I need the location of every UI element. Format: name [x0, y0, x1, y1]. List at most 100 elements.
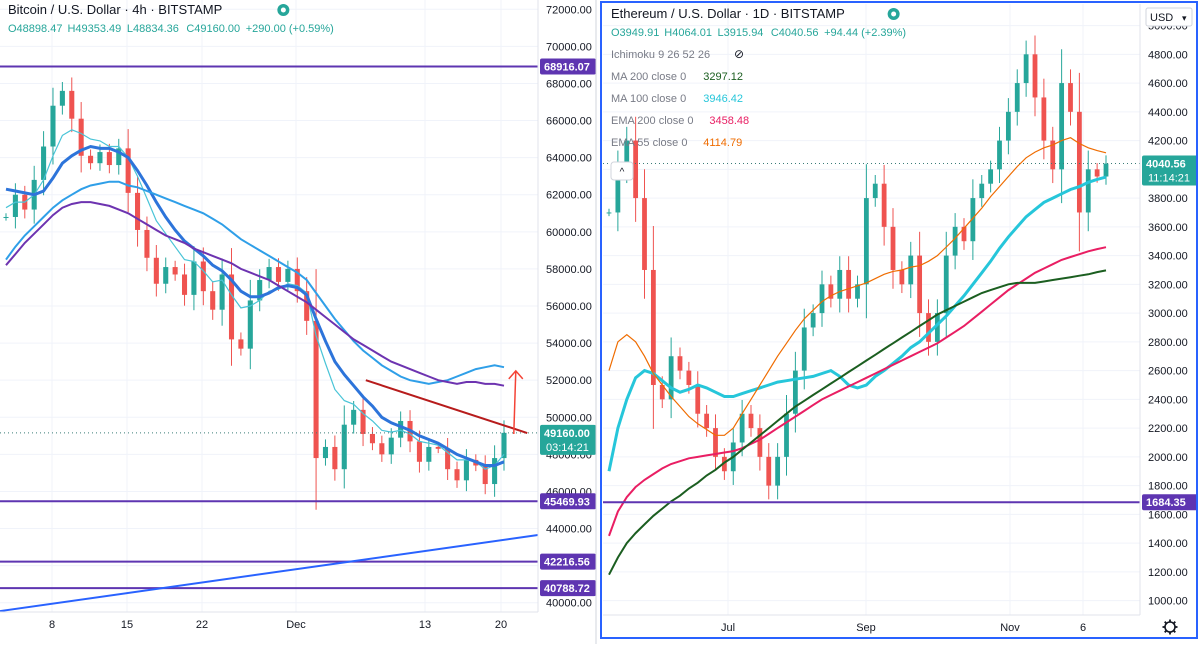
eth-chevron-down-icon: ▾: [1182, 13, 1187, 23]
btc-y-tick-label: 44000.00: [546, 524, 592, 536]
eth-indicator-label: MA 200 close 0: [611, 71, 686, 83]
btc-candle-body: [153, 257, 159, 284]
eth-candle-body: [988, 169, 994, 184]
eth-candle-body: [784, 413, 789, 457]
eth-candle-body: [642, 198, 647, 270]
btc-breakout-arrow-shaft: [513, 370, 517, 434]
btc-ohlc-open: O48898.47: [8, 23, 62, 35]
btc-last-price-value: 49160.00: [544, 428, 590, 440]
gear-tooth: [1164, 621, 1168, 625]
eth-candle-body: [792, 370, 798, 414]
btc-x-tick-label: 22: [196, 619, 208, 631]
btc-candle-body: [3, 216, 9, 218]
eth-y-tick-label: 3800.00: [1148, 193, 1188, 205]
eth-level-badge: [1142, 494, 1198, 511]
eth-moving-average-line-2: [608, 246, 1107, 537]
eth-chevron-up-icon: ^: [620, 167, 625, 178]
eth-candle-body: [677, 356, 683, 371]
btc-candle-body: [200, 261, 206, 292]
eth-candle-body: [863, 198, 869, 285]
btc-candle-body: [492, 458, 498, 485]
eth-ohlc-high: H4064.01: [664, 27, 712, 39]
btc-candle-body: [332, 446, 338, 470]
btc-candle-body: [435, 446, 441, 449]
eth-candle-body: [926, 313, 931, 342]
btc-candle-body: [50, 105, 56, 147]
btc-ohlc-high: H49353.49: [67, 23, 121, 35]
btc-x-tick-label: 15: [121, 619, 133, 631]
btc-y-tick-label: 40000.00: [546, 598, 592, 610]
active-pane-border: [600, 1, 1198, 639]
eth-last-price-badge: [1142, 155, 1198, 186]
eth-y-tick-label: 2200.00: [1148, 423, 1188, 435]
eth-candle-body: [633, 140, 639, 199]
eth-y-tick-label: 1000.00: [1148, 596, 1188, 608]
eth-candle-body: [1041, 97, 1047, 141]
btc-candle-body: [69, 90, 75, 119]
btc-candle-body: [445, 448, 451, 470]
btc-plot-area: [0, 65, 538, 612]
eth-candle-body: [890, 226, 896, 270]
eth-candle-body: [1005, 111, 1011, 141]
btc-level-badge: [540, 580, 596, 597]
eth-candle-body: [810, 313, 816, 328]
btc-candle-body: [416, 441, 422, 462]
btc-breakout-arrow-head: [508, 369, 524, 380]
btc-price-axis: 40000.0042000.0044000.0046000.0048000.00…: [537, 0, 596, 612]
btc-candle-body: [313, 320, 319, 459]
btc-resistance-trendline: [365, 379, 528, 434]
eth-indicator-label: MA 100 close 0: [611, 93, 686, 105]
btc-symbol-title: Bitcoin / U.S. Dollar · 4h · BITSTAMP: [8, 2, 222, 17]
btc-y-tick-label: 62000.00: [546, 190, 592, 202]
btc-candle-body: [482, 465, 488, 485]
btc-moving-average-line-3: [5, 201, 505, 387]
btc-level-badge-label: 40788.72: [544, 583, 590, 595]
btc-candle-body: [266, 267, 272, 281]
eth-currency-label: USD: [1150, 12, 1173, 24]
eth-candle-body: [979, 183, 985, 199]
btc-x-tick-label: Dec: [286, 619, 306, 631]
eth-pane: 1000.00 1200.00 1400.00 1600.00 1800.00 2000.…: [603, 4, 1198, 634]
btc-candle-body: [228, 274, 235, 340]
eth-candle-body: [1076, 111, 1082, 213]
settings-gear-icon[interactable]: [1162, 619, 1178, 635]
btc-candle-body: [144, 229, 150, 258]
btc-candle-body: [106, 152, 112, 166]
eth-candle-body: [1050, 140, 1056, 170]
eth-indicator-value: 3458.48: [709, 115, 749, 127]
eth-indicator-label: EMA 200 close 0: [611, 115, 694, 127]
btc-pane: 40000.0042000.0044000.0046000.0048000.00…: [0, 0, 596, 631]
btc-candle-body: [360, 409, 366, 434]
eth-visibility-hidden-icon[interactable]: ⊘: [734, 47, 744, 61]
eth-ohlc-open: O3949.91: [611, 27, 659, 39]
eth-candle-body: [757, 428, 763, 457]
eth-y-tick-label: 1400.00: [1148, 538, 1188, 550]
btc-candle-body: [351, 409, 357, 425]
eth-last-price-countdown: 11:14:21: [1148, 172, 1190, 184]
eth-collapse-legend-button[interactable]: [610, 161, 634, 181]
eth-candle-body: [837, 269, 843, 299]
eth-candle-body: [1068, 83, 1073, 112]
eth-y-tick-label: 3400.00: [1148, 251, 1188, 263]
btc-candle-body: [191, 261, 197, 295]
eth-indicator-value: 4114.79: [703, 137, 742, 149]
eth-candle-body: [961, 226, 967, 242]
eth-y-tick-label: 4400.00: [1148, 107, 1188, 119]
btc-candle-body: [172, 267, 178, 275]
eth-price-axis: 1000.00 1200.00 1400.00 1600.00 1800.00 2000.…: [1139, 4, 1198, 615]
btc-y-tick-label: 52000.00: [546, 375, 592, 387]
btc-last-price-badge: [540, 424, 596, 455]
btc-level-badge-label: 42216.56: [544, 557, 590, 569]
eth-candle-body: [934, 313, 940, 342]
btc-level-badge: [540, 58, 596, 75]
btc-candle-body: [41, 146, 47, 180]
btc-candle-body: [88, 155, 94, 164]
eth-currency-button[interactable]: [1145, 7, 1193, 27]
eth-last-price-value: 4040.56: [1146, 158, 1186, 170]
eth-y-tick-label: 3200.00: [1148, 279, 1188, 291]
eth-candle-body: [1094, 169, 1100, 177]
eth-ohlc-close: C4040.56: [771, 27, 819, 39]
btc-level-badge: [540, 553, 596, 570]
eth-candle-body: [828, 284, 834, 299]
